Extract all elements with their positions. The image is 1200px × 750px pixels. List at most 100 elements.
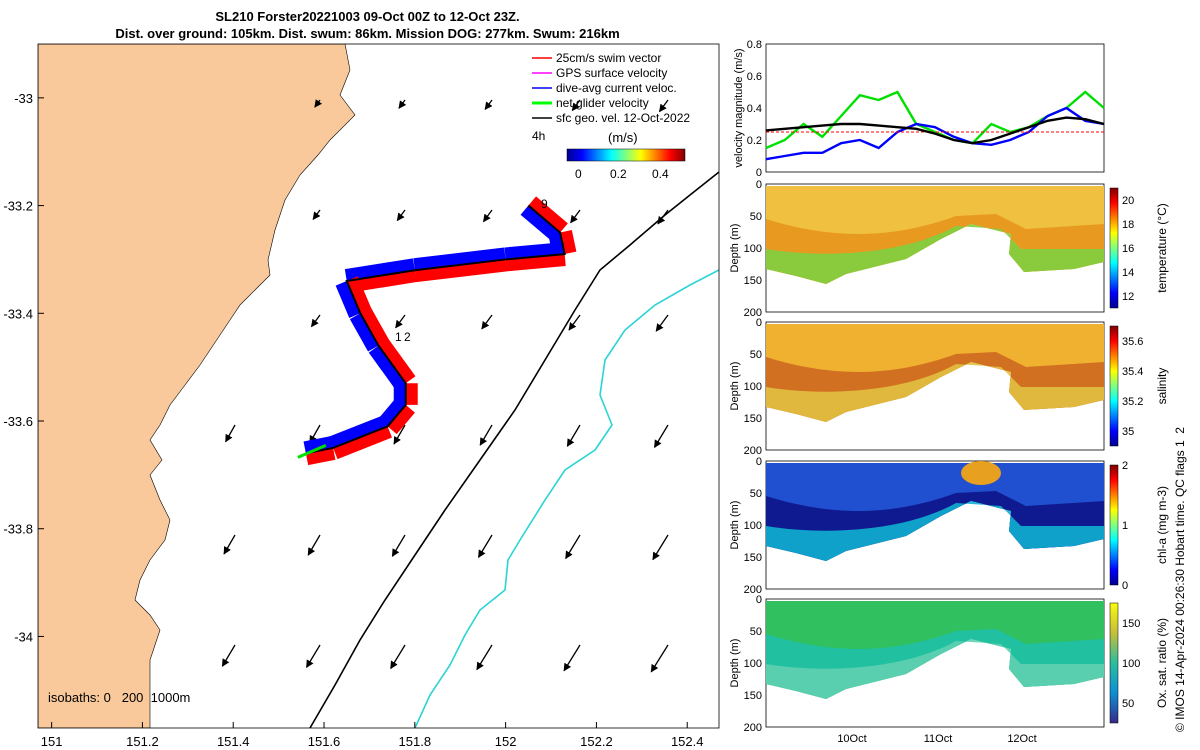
geo-velocity-arrow — [396, 209, 406, 222]
y-tick-label: -34 — [14, 629, 33, 644]
colorbar-tick: 50 — [1122, 698, 1134, 710]
x-tick-label: 152.4 — [671, 734, 704, 749]
geo-velocity-arrow — [570, 209, 581, 224]
velocity-series-1 — [765, 106, 1105, 161]
geo-velocity-arrow — [653, 424, 669, 449]
geo-velocity-arrow — [398, 99, 407, 109]
depth-tick: 150 — [744, 275, 762, 287]
velocity-panel-frame — [765, 43, 1105, 173]
title-line-1: SL210 Forster20221003 09-Oct 00Z to 12-O… — [215, 9, 520, 24]
geo-velocity-arrow — [223, 534, 236, 555]
velocity-y-tick: 0.6 — [747, 71, 762, 83]
date-tick: 10Oct — [837, 733, 866, 745]
geo-velocity-arrow — [312, 209, 321, 221]
x-tick-label: 151.8 — [399, 734, 432, 749]
x-tick-label: 152.2 — [580, 734, 613, 749]
legend-label: dive-avg current veloc. — [556, 81, 677, 95]
current-vector-band — [335, 280, 361, 318]
date-tick: 11Oct — [924, 733, 953, 745]
depth-tick: 150 — [744, 552, 762, 564]
date-tick: 12Oct — [1007, 733, 1036, 745]
depth-tick: 0 — [756, 179, 762, 191]
depth-tick: 50 — [750, 626, 762, 638]
colorbar-tick: 16 — [1122, 243, 1134, 255]
geo-velocity-arrow — [655, 314, 669, 332]
colorbar-tick: 14 — [1122, 267, 1134, 279]
x-tick-label: 151.4 — [217, 734, 250, 749]
oxygen-colorbar — [1109, 602, 1119, 724]
depth-tick: 0 — [756, 317, 762, 329]
depth-tick: 50 — [750, 488, 762, 500]
y-tick-label: -33.6 — [3, 414, 33, 429]
day-mark-2: 2 — [404, 330, 411, 344]
geo-velocity-arrow — [566, 424, 581, 447]
colorbar-tick: 12 — [1122, 291, 1134, 303]
depth-axis-label: Depth (m) — [729, 224, 741, 273]
geo-velocity-arrow — [481, 314, 493, 330]
chla-colorbar — [1109, 464, 1119, 586]
colorbar-tick: 20 — [1122, 195, 1134, 207]
velocity-y-tick: 0 — [756, 167, 762, 179]
colorbar-label: (m/s) — [608, 130, 638, 145]
swim-vector-band — [378, 338, 416, 384]
net-glider-velocity-arrow — [297, 443, 327, 459]
geo-velocity-arrow — [571, 99, 581, 112]
geo-velocity-arrow — [314, 99, 323, 108]
depth-tick: 0 — [756, 456, 762, 468]
colorbar-tick-0.2: 0.2 — [610, 167, 627, 181]
velocity-series-3 — [765, 116, 1105, 145]
current-vector-band — [413, 247, 506, 271]
depth-tick: 100 — [744, 658, 762, 670]
credit-text: © IMOS 14-Apr-2024 00:26:30 Hobart time.… — [1173, 427, 1187, 732]
geo-velocity-arrow — [395, 314, 406, 329]
swim-vector-band — [405, 383, 418, 405]
depth-tick: 100 — [744, 520, 762, 532]
velocity-y-tick: 0.8 — [747, 39, 762, 51]
geo-velocity-arrow — [477, 534, 493, 559]
x-tick-label: 151.2 — [126, 734, 159, 749]
chart-title: SL210 Forster20221003 09-Oct 00Z to 12-O… — [0, 8, 735, 42]
geo-velocity-arrow — [650, 644, 669, 673]
geo-velocity-arrow — [563, 644, 581, 672]
depth-tick: 200 — [744, 307, 762, 319]
velocity-y-tick: 0.4 — [747, 103, 762, 115]
geo-velocity-arrow — [476, 644, 493, 671]
colorbar-tick: 35.4 — [1122, 366, 1143, 378]
depth-tick: 100 — [744, 243, 762, 255]
depth-tick: 200 — [744, 445, 762, 457]
y-tick-label: -33 — [14, 91, 33, 106]
swim-vector-band — [346, 276, 372, 314]
current-vector-band — [349, 313, 379, 352]
isobath-200m — [309, 171, 719, 728]
geo-velocity-arrow — [305, 644, 321, 669]
glider-track-line — [305, 204, 566, 455]
swim-vector-band — [346, 270, 417, 293]
y-tick-label: -33.4 — [3, 306, 33, 321]
current-vector-band — [328, 415, 388, 448]
colorbar-tick-0.4: 0.4 — [652, 167, 669, 181]
colorbar-label: temperature (°C) — [1155, 203, 1169, 293]
swim-vector-band — [360, 307, 389, 346]
time-step-label: 4h — [532, 129, 545, 143]
colorbar-tick: 1 — [1122, 520, 1128, 532]
y-tick-label: -33.2 — [3, 199, 33, 214]
depth-tick: 150 — [744, 413, 762, 425]
geo-velocity-arrow — [484, 99, 493, 111]
colorbar-tick-0: 0 — [575, 167, 582, 181]
depth-tick: 200 — [744, 722, 762, 734]
colorbar-tick: 2 — [1122, 460, 1128, 472]
map-axis-ticks: 151 151.2 151.4 151.6 151.8 152 152.2 152.4 -33 -… — [3, 91, 703, 749]
colorbar-label: Ox. sat. ratio (%) — [1155, 618, 1169, 708]
depth-tick: 50 — [750, 211, 762, 223]
velocity-y-label: velocity magnitude (m/s) — [733, 48, 745, 167]
geo-velocity-arrow — [391, 534, 406, 557]
salinity-section-lower — [766, 362, 1104, 422]
depth-tick: 0 — [756, 594, 762, 606]
depth-tick: 100 — [744, 381, 762, 393]
oxygen-section-lower — [766, 639, 1104, 699]
geo-velocity-arrow — [652, 534, 669, 561]
colorbar-tick: 35 — [1122, 426, 1134, 438]
colorbar-tick: 35.2 — [1122, 396, 1143, 408]
colorbar-tick: 150 — [1122, 618, 1140, 630]
colorbar-tick: 100 — [1122, 658, 1140, 670]
